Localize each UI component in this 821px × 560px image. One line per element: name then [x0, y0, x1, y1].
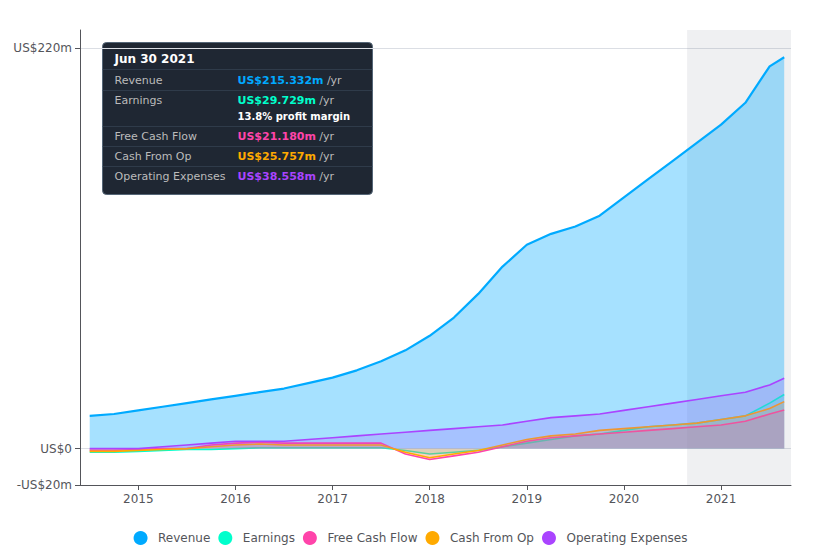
svg-text:Revenue: Revenue: [115, 74, 163, 87]
svg-text:US$215.332m: US$215.332m: [238, 74, 324, 87]
svg-text:/yr: /yr: [327, 74, 342, 87]
svg-text:13.8% profit margin: 13.8% profit margin: [238, 111, 351, 122]
svg-text:2019: 2019: [512, 492, 543, 506]
svg-text:US$21.180m: US$21.180m: [238, 130, 316, 143]
svg-text:Cash From Op: Cash From Op: [450, 531, 534, 545]
svg-text:Cash From Op: Cash From Op: [115, 150, 192, 163]
svg-text:US$220m: US$220m: [13, 41, 72, 55]
svg-text:Earnings: Earnings: [115, 94, 163, 107]
svg-text:Revenue: Revenue: [158, 531, 210, 545]
svg-text:2018: 2018: [414, 492, 445, 506]
svg-text:-US$20m: -US$20m: [17, 478, 72, 492]
svg-text:2020: 2020: [609, 492, 640, 506]
svg-text:Operating Expenses: Operating Expenses: [566, 531, 687, 545]
svg-text:2021: 2021: [706, 492, 737, 506]
svg-text:/yr: /yr: [319, 150, 334, 163]
svg-text:Free Cash Flow: Free Cash Flow: [327, 531, 417, 545]
svg-text:Earnings: Earnings: [243, 531, 295, 545]
svg-text:US$0: US$0: [40, 442, 72, 456]
svg-text:/yr: /yr: [319, 170, 334, 183]
svg-text:US$38.558m: US$38.558m: [238, 170, 316, 183]
svg-text:Free Cash Flow: Free Cash Flow: [115, 130, 198, 143]
svg-text:Operating Expenses: Operating Expenses: [115, 170, 226, 183]
svg-text:2015: 2015: [123, 492, 154, 506]
svg-text:2016: 2016: [220, 492, 251, 506]
svg-text:/yr: /yr: [319, 130, 334, 143]
svg-text:/yr: /yr: [319, 94, 334, 107]
svg-text:US$29.729m: US$29.729m: [238, 94, 316, 107]
svg-text:2017: 2017: [317, 492, 348, 506]
svg-text:Jun 30 2021: Jun 30 2021: [114, 52, 195, 66]
svg-text:US$25.757m: US$25.757m: [238, 150, 316, 163]
